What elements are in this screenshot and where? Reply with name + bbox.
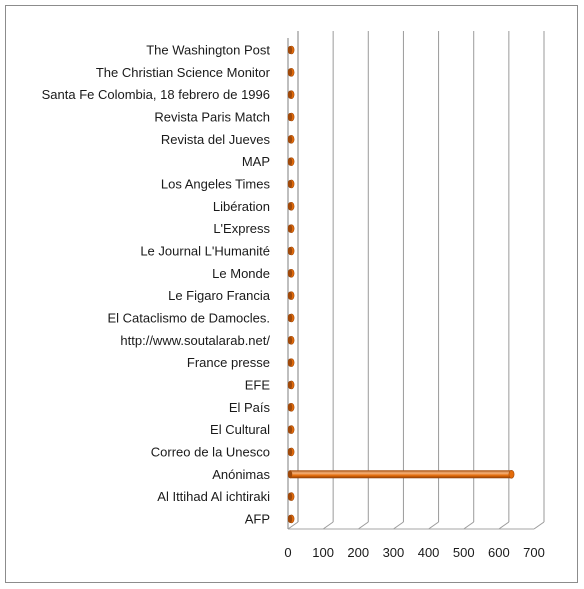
bar-base [287,179,293,188]
bar-base [287,202,293,211]
category-label: France presse [187,355,270,370]
category-label: The Washington Post [146,43,270,58]
category-label: Correo de la Unesco [151,444,270,459]
floor-tick-edge [287,521,299,530]
x-tick-labels: 0 100 200 300 400 500 600 700 [284,545,544,560]
bar-17 [287,425,295,434]
x-tick-label: 600 [488,545,510,560]
bar-base [287,46,293,54]
floor-tick-edge [463,521,475,530]
bar-7 [287,202,295,211]
x-tick-label: 400 [418,545,440,560]
bar-8 [287,224,295,233]
bar-base [287,447,293,456]
bar-18 [287,447,295,457]
bar-base [287,313,293,322]
floor-tick-edge [393,521,404,530]
bar-base [287,246,293,255]
bar-3 [287,112,295,122]
category-label: The Christian Science Monitor [96,65,271,80]
bar-6 [287,179,295,189]
bar-13 [287,335,295,345]
bar-base [287,492,293,501]
category-label: MAP [242,154,270,169]
bar-12 [287,313,295,323]
bar-base [287,380,293,389]
category-labels: The Washington Post The Christian Science… [42,43,271,527]
bar-1 [287,68,295,77]
bar-base [287,514,293,523]
category-label: El Cataclismo de Damocles. [107,310,270,325]
bar-base [287,403,293,412]
bar-base [287,425,293,434]
x-tick-label: 700 [523,545,545,560]
category-label: Libération [213,199,270,214]
bar-15 [287,380,295,390]
bar-21 [287,514,295,524]
category-label: Anónimas [212,467,270,482]
bar-base [287,336,293,345]
bar-base [287,68,293,77]
floor-tick-edge [357,521,369,530]
category-label: Al Ittihad Al ichtiraki [157,489,270,504]
x-tick-label: 100 [312,545,334,560]
category-label: Los Angeles Times [161,176,271,191]
bar-16 [287,402,295,412]
floor-tick-edge [498,521,510,530]
bar-base [287,224,293,233]
bar-base [287,112,293,121]
bar-14 [287,358,295,367]
bar-2 [287,90,295,99]
bar-cap [508,469,515,479]
axes [287,31,534,530]
x-tick-label: 300 [383,545,405,560]
bar-11 [287,291,295,300]
category-label: El Cultural [210,422,270,437]
bar-base [287,90,293,99]
bars [287,45,515,524]
bar-0 [287,45,295,55]
category-label: Revista Paris Match [154,109,270,124]
category-label: Le Journal L'Humanité [140,243,270,258]
bar-10 [287,268,295,278]
bar-base [287,358,293,367]
floor-tick-edge [428,521,439,530]
floor-tick-edge [322,521,334,530]
bar-19 [287,469,515,479]
bar-4 [287,135,295,144]
bar-9 [287,246,295,256]
bar-5 [287,157,295,166]
bar-base [287,470,293,479]
category-label: EFE [245,377,271,392]
bar-body [290,470,512,479]
category-label: Revista del Jueves [161,132,271,147]
gridlines [287,31,545,530]
bar-base [287,135,293,144]
bar-base [287,157,293,166]
x-tick-label: 200 [347,545,369,560]
category-label: http://www.soutalarab.net/ [120,333,270,348]
category-label: Santa Fe Colombia, 18 febrero de 1996 [42,87,270,102]
category-label: Le Figaro Francia [168,288,271,303]
category-label: AFP [245,511,270,526]
bar-base [287,269,293,278]
bar-20 [287,492,295,501]
x-tick-label: 0 [284,545,291,560]
floor-tick-edge [533,521,545,530]
category-label: L'Express [213,221,270,236]
category-label: El País [229,400,271,415]
bar-base [287,291,293,300]
category-label: Le Monde [212,266,270,281]
x-tick-label: 500 [453,545,475,560]
